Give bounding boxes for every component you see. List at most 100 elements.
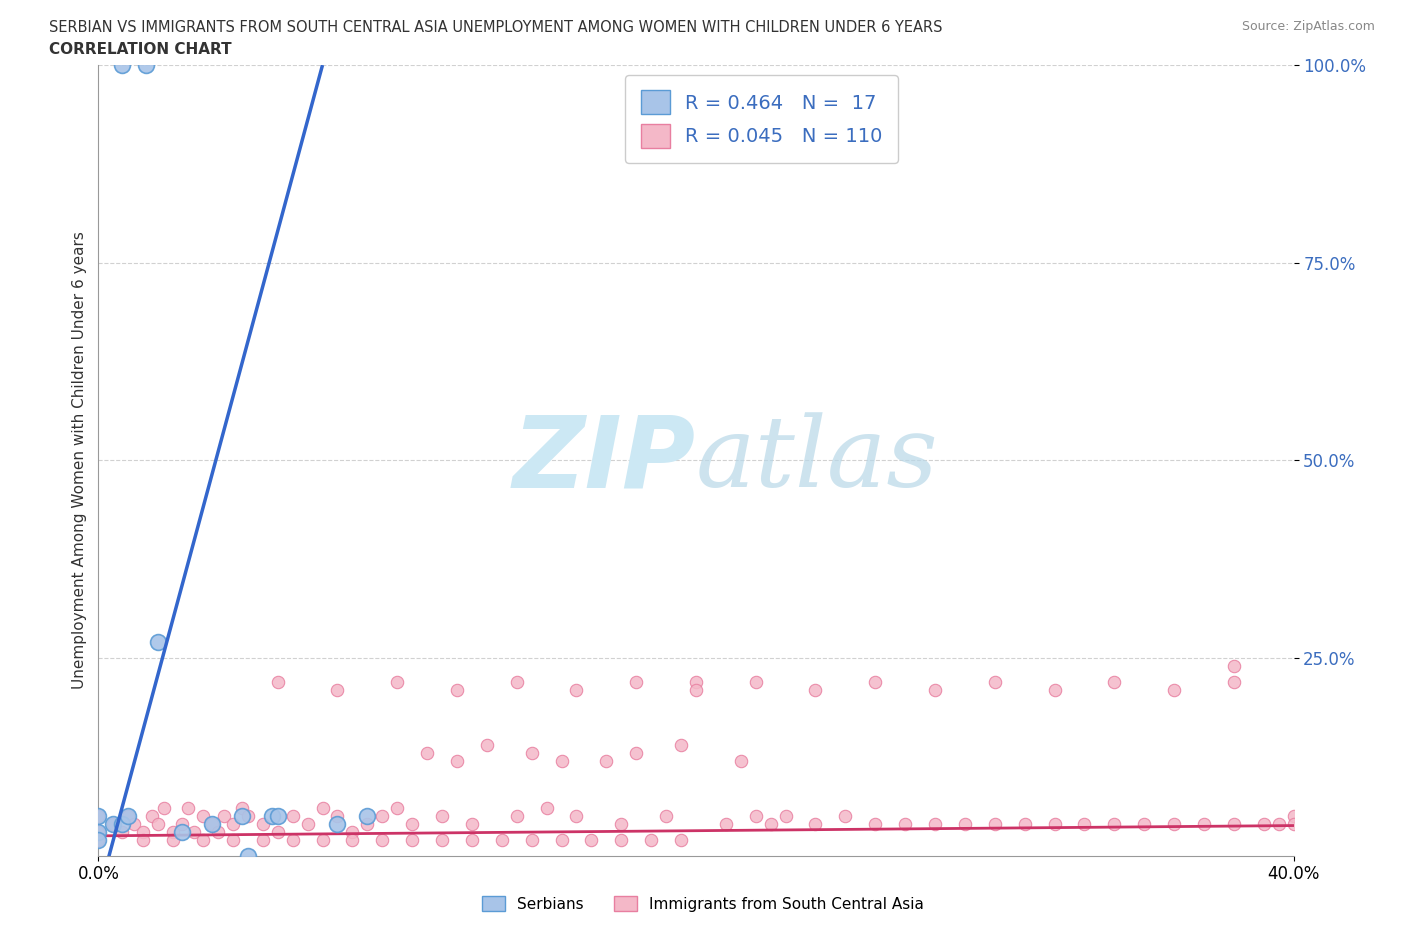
Point (183, 825, 205, 840)
Point (177, 801, 200, 816)
Point (745, 674, 768, 689)
Text: ZIP: ZIP (513, 412, 696, 509)
Point (342, 825, 364, 840)
Point (520, 746, 543, 761)
Point (924, 817, 946, 831)
Point (565, 683, 588, 698)
Point (984, 817, 1007, 831)
Point (669, 737, 692, 752)
Point (103, 817, 125, 831)
Point (371, 809, 394, 824)
Text: Source: ZipAtlas.com: Source: ZipAtlas.com (1241, 20, 1375, 33)
Point (984, 674, 1007, 689)
Point (87, 809, 110, 824)
Point (87, 832, 110, 847)
Point (117, 809, 139, 824)
Point (685, 683, 707, 698)
Point (342, 832, 364, 847)
Point (252, 817, 274, 831)
Point (222, 832, 245, 847)
Legend: Serbians, Immigrants from South Central Asia: Serbians, Immigrants from South Central … (475, 889, 931, 918)
Point (775, 809, 797, 824)
Point (281, 809, 304, 824)
Point (1223, 674, 1246, 689)
Point (595, 753, 617, 768)
Point (236, 809, 259, 824)
Point (103, 817, 125, 831)
Point (730, 753, 752, 768)
Point (685, 674, 707, 689)
Point (260, 809, 283, 824)
Point (1014, 817, 1036, 831)
Point (385, 674, 409, 689)
Point (356, 817, 378, 831)
Point (132, 825, 155, 840)
Y-axis label: Unemployment Among Women with Children Under 6 years: Unemployment Among Women with Children U… (72, 232, 87, 689)
Point (804, 817, 827, 831)
Point (87, 832, 110, 847)
Point (461, 832, 484, 847)
Point (281, 832, 304, 847)
Text: atlas: atlas (696, 413, 939, 508)
Point (201, 817, 224, 831)
Point (87, 825, 110, 840)
Point (141, 809, 163, 824)
Point (111, 817, 134, 831)
Point (506, 809, 529, 824)
Point (191, 809, 214, 824)
Point (212, 809, 235, 824)
Point (326, 683, 349, 698)
Point (117, 809, 139, 824)
Point (371, 832, 394, 847)
Point (153, 801, 176, 816)
Point (1043, 683, 1066, 698)
Point (326, 817, 349, 831)
Point (1104, 674, 1126, 689)
Point (804, 683, 827, 698)
Point (1163, 817, 1185, 831)
Point (401, 817, 423, 831)
Point (252, 832, 274, 847)
Point (236, 848, 259, 863)
Point (446, 753, 468, 768)
Legend: R = 0.464   N =  17, R = 0.045   N = 110: R = 0.464 N = 17, R = 0.045 N = 110 (626, 74, 898, 163)
Point (267, 825, 290, 840)
Point (1163, 683, 1185, 698)
Point (87, 825, 110, 840)
Point (385, 801, 409, 816)
Point (162, 832, 184, 847)
Point (626, 746, 648, 761)
Text: CORRELATION CHART: CORRELATION CHART (49, 42, 232, 57)
Point (87, 809, 110, 824)
Point (565, 809, 588, 824)
Point (135, 58, 157, 73)
Point (326, 809, 349, 824)
Point (1073, 817, 1095, 831)
Point (1133, 817, 1156, 831)
Point (894, 817, 917, 831)
Point (745, 809, 768, 824)
Point (430, 832, 453, 847)
Point (655, 809, 678, 824)
Point (267, 674, 290, 689)
Point (148, 817, 170, 831)
Point (111, 825, 134, 840)
Point (201, 817, 224, 831)
Point (111, 58, 134, 73)
Point (550, 832, 572, 847)
Point (356, 809, 378, 824)
Point (1282, 817, 1305, 831)
Point (231, 809, 253, 824)
Point (581, 832, 603, 847)
Point (191, 832, 214, 847)
Point (834, 809, 856, 824)
Point (610, 832, 633, 847)
Point (1223, 658, 1246, 673)
Point (231, 801, 253, 816)
Point (759, 817, 782, 831)
Point (1267, 817, 1289, 831)
Point (172, 817, 194, 831)
Point (430, 809, 453, 824)
Point (1043, 817, 1066, 831)
Point (401, 832, 423, 847)
